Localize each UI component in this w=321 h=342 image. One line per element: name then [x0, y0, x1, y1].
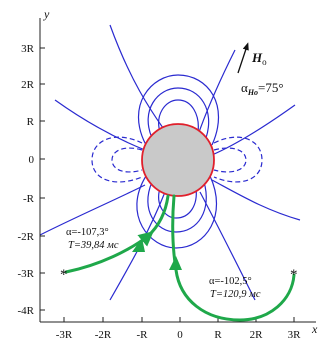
field-loop-top-1 [158, 99, 199, 133]
y-tick-label: 3R [21, 43, 35, 55]
field-loop-right-2 [213, 136, 263, 183]
trajectory-1 [64, 194, 170, 274]
annotation-period-2: T=120,9 мс [210, 289, 261, 300]
x-tick-label: -R [137, 329, 149, 341]
field-loop-left-2 [91, 136, 143, 183]
y-tick-label: R [27, 116, 35, 128]
start-marker-2: * [290, 267, 298, 283]
y-tick-label: -2R [18, 231, 35, 243]
start-marker-1: * [60, 267, 68, 283]
field-loop-top-3 [137, 74, 220, 146]
field-line-outer-1 [109, 24, 169, 136]
y-tick-label: -4R [18, 305, 35, 317]
x-tick-label: 2R [250, 329, 264, 341]
y-tick-label: 2R [21, 79, 35, 91]
annotation-alpha-1: α=-107,3° [66, 227, 109, 238]
x-axis-label: x [311, 322, 318, 336]
trajectory-2-arrowhead [169, 256, 182, 270]
field-direction: Ho αHo=75° [237, 42, 284, 97]
axes [39, 18, 316, 323]
y-tick-labels: 3R 2R R 0 -R -2R -3R -4R [18, 43, 35, 317]
field-loop-bottom-2 [147, 181, 207, 233]
y-tick-label: -R [23, 193, 35, 205]
y-axis-label: y [43, 7, 50, 21]
trajectory-2 [171, 194, 296, 322]
field-line-outer-6 [211, 179, 301, 221]
annotation-period-1: T=39,84 мс [68, 240, 119, 251]
x-tick-label: 3R [288, 329, 302, 341]
field-angle: αHo=75° [241, 80, 284, 97]
x-tick-label: -2R [95, 329, 112, 341]
annotation-alpha-2: α=-102,5° [209, 276, 252, 287]
field-symbol: Ho [251, 50, 267, 67]
sphere [141, 123, 215, 197]
x-tick-labels: -3R -2R -R 0 R 2R 3R [56, 329, 301, 341]
field-arrow [237, 42, 249, 74]
trajectory-1-arrowhead [132, 238, 145, 252]
y-tick-label: 0 [29, 154, 35, 166]
trajectory-annotations: α=-107,3° T=39,84 мс α=-102,5° T=120,9 м… [66, 227, 261, 300]
field-loop-top-2 [147, 87, 210, 139]
x-tick-label: -3R [56, 329, 73, 341]
x-tick-label: R [214, 329, 222, 341]
field-line-outer-5 [39, 184, 146, 236]
trajectories [64, 194, 296, 322]
field-line-outer-4 [211, 104, 296, 156]
field-loop-bottom-1 [158, 187, 197, 219]
field-line-outer-3 [54, 99, 146, 151]
field-loop-left-1 [111, 147, 143, 173]
x-tick-label: 0 [177, 329, 183, 341]
field-line-outer-2 [197, 49, 236, 136]
y-tick-label: -3R [18, 268, 35, 280]
field-lines [39, 24, 301, 301]
field-loop-bottom-3 [136, 175, 218, 249]
